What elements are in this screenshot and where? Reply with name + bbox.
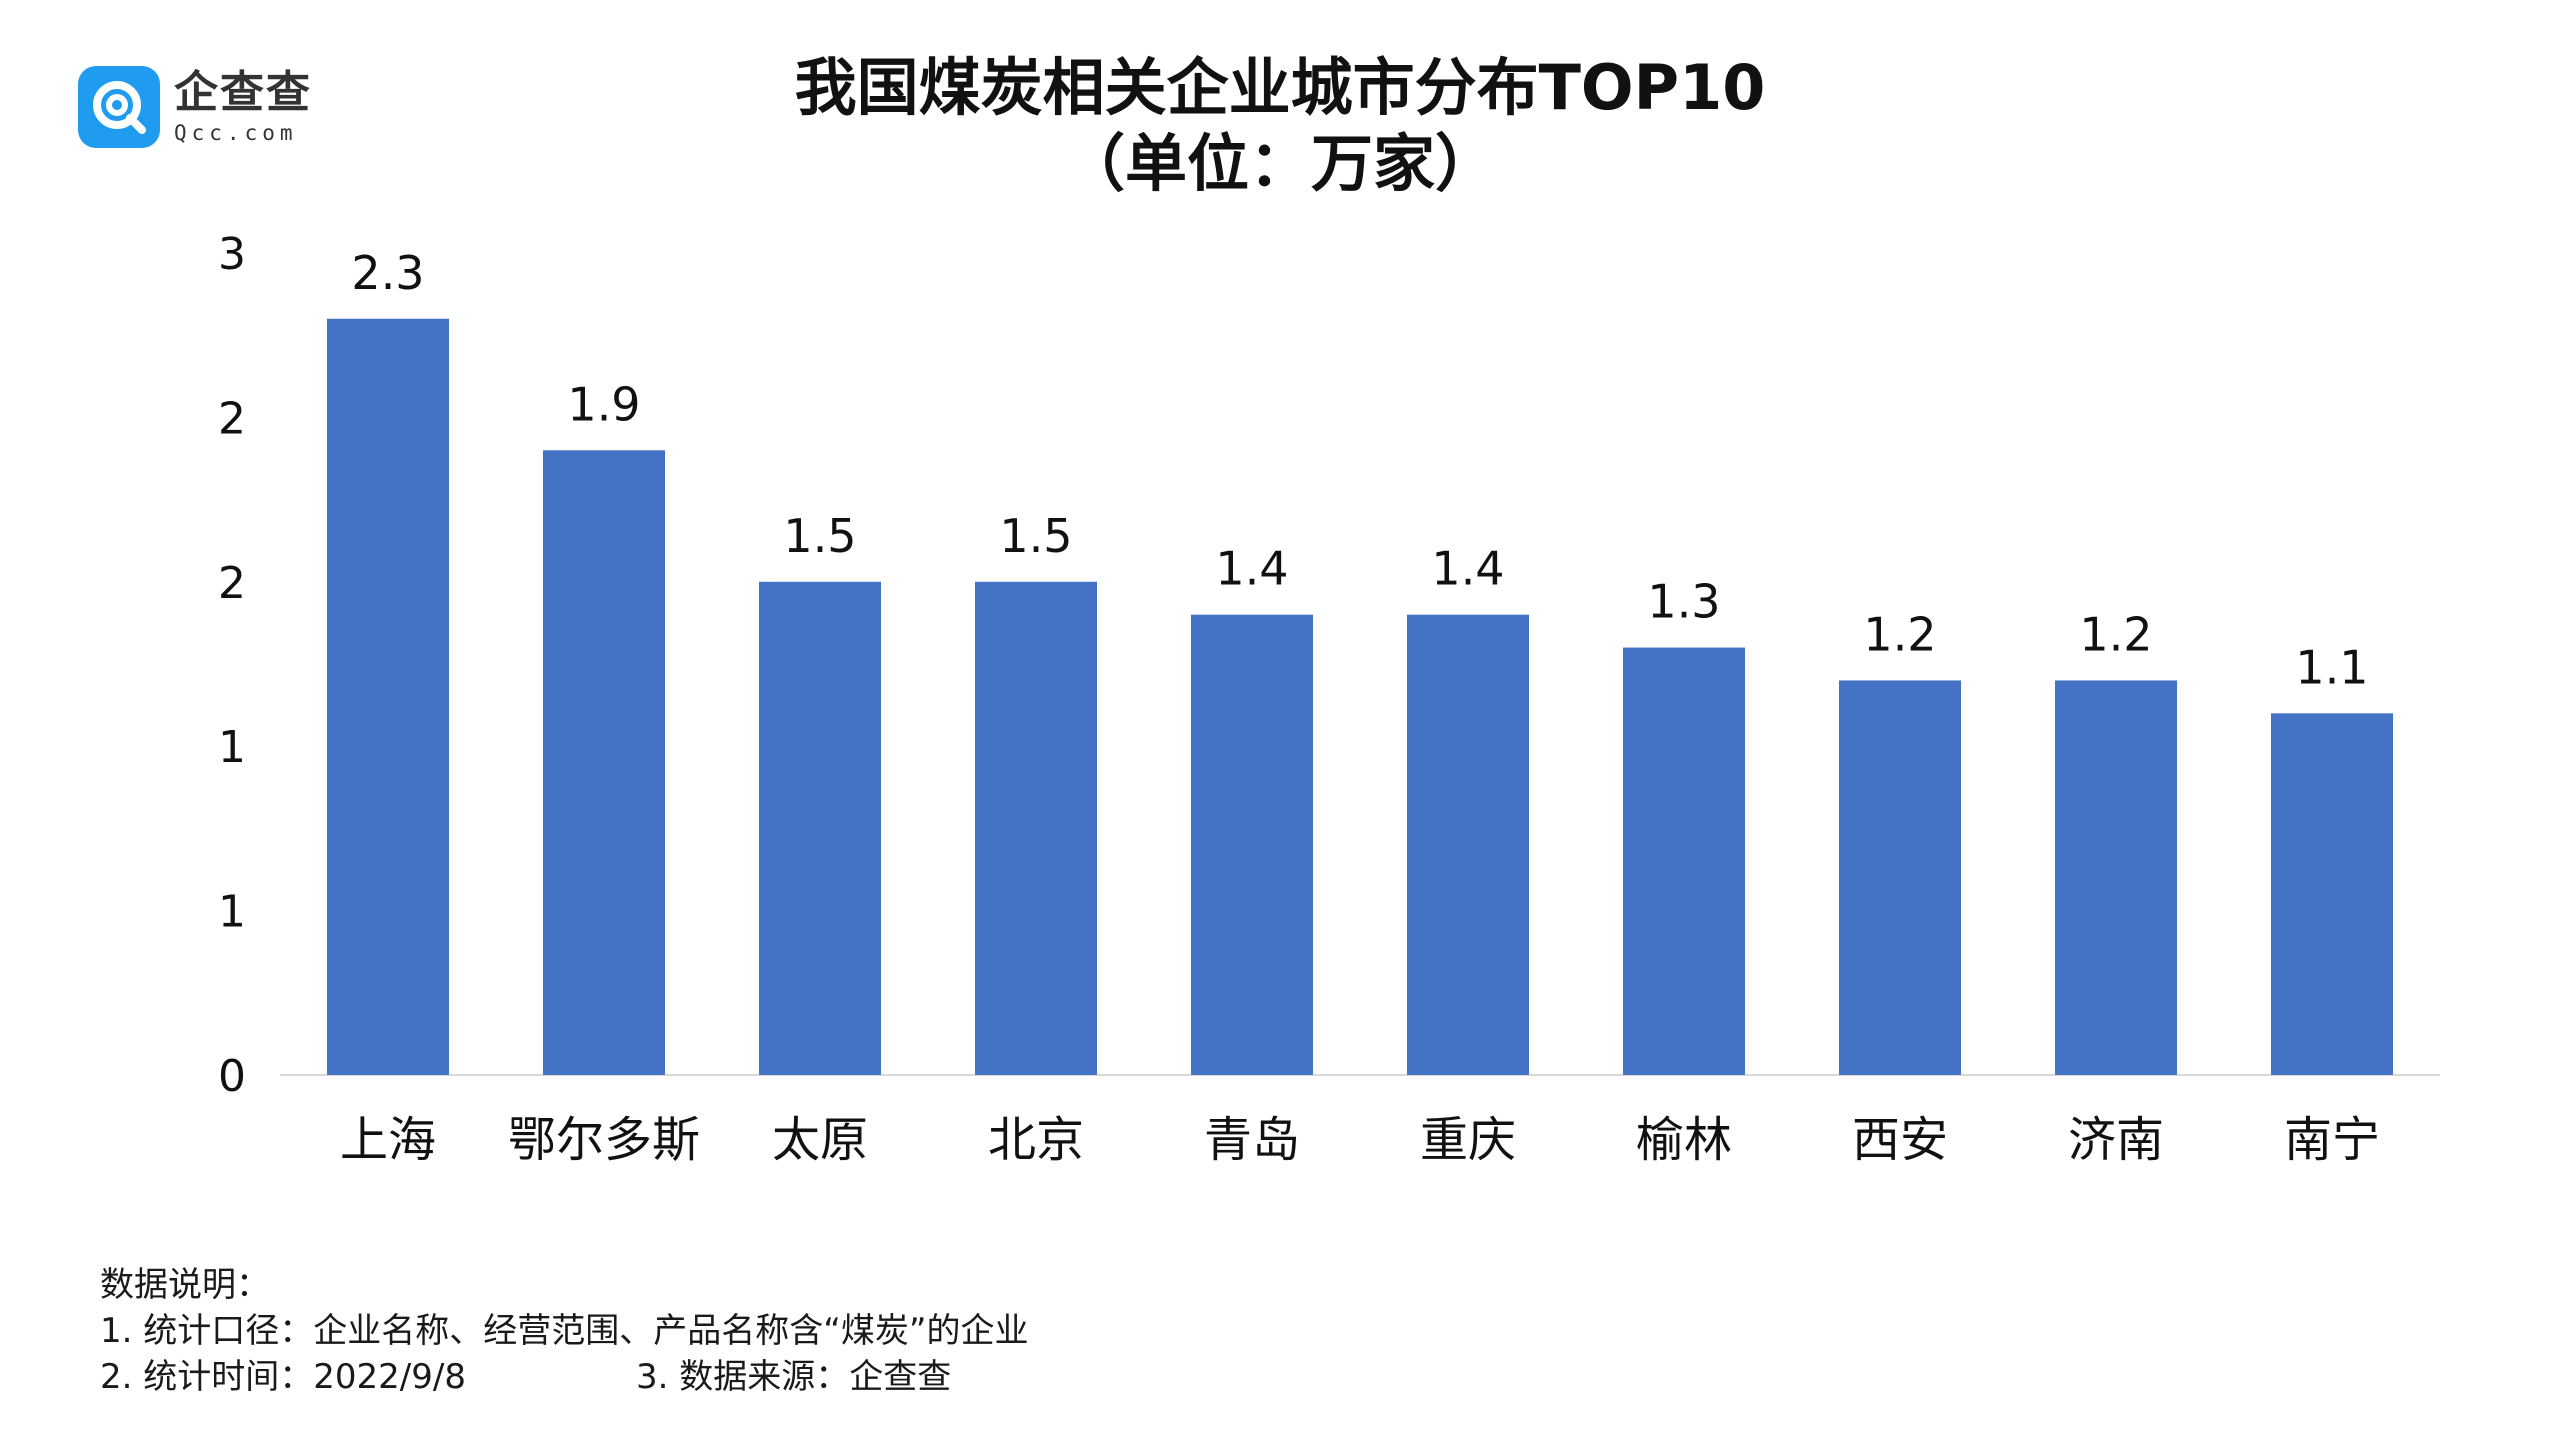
qcc-logo-icon [78,66,160,148]
brand-logo: 企查查 Qcc.com [78,66,312,148]
notes-heading: 数据说明： [100,1265,270,1305]
brand-name: 企查查 [174,66,312,118]
bar [2055,680,2177,1075]
x-tick-label: 鄂尔多斯 [508,1112,700,1168]
chart-title-block: 我国煤炭相关企业城市分布TOP10 （单位：万家） [0,50,2560,202]
bar [327,318,449,1075]
qcc-logo-glyph [93,81,146,134]
y-tick-label: 0 [218,1051,246,1102]
chart-title: 我国煤炭相关企业城市分布TOP10 [794,51,1766,124]
bar [2271,713,2393,1075]
x-tick-label: 重庆 [1420,1112,1516,1168]
notes-line-2-time: 2. 统计时间：2022/9/8 [100,1357,466,1397]
brand-domain: Qcc.com [174,120,298,145]
notes-line-2: 2. 统计时间：2022/9/8 3. 数据来源：企查查 [100,1354,1028,1400]
x-tick-label: 西安 [1852,1112,1948,1168]
data-notes: 数据说明： 1. 统计口径：企业名称、经营范围、产品名称含“煤炭”的企业 2. … [100,1262,1028,1400]
x-tick-label: 北京 [988,1112,1084,1168]
bar-value-label: 2.3 [351,246,424,300]
notes-line-2-source: 3. 数据来源：企查查 [635,1357,952,1397]
bar-value-label: 1.4 [1431,542,1504,596]
chart-subtitle: （单位：万家） [1062,127,1497,200]
notes-line-1: 1. 统计口径：企业名称、经营范围、产品名称含“煤炭”的企业 [100,1311,1029,1351]
y-tick-label: 2 [218,393,246,444]
bar-value-label: 1.5 [783,509,856,563]
bar [1623,647,1745,1075]
bar-value-label: 1.3 [1647,575,1720,629]
bar-value-label: 1.9 [567,377,640,431]
y-tick-label: 1 [218,722,246,773]
bar-value-label: 1.2 [1863,607,1936,661]
bar [543,450,665,1075]
bar [1407,614,1529,1075]
bar-value-label: 1.5 [999,509,1072,563]
y-tick-label: 3 [218,229,246,280]
bar-value-label: 1.4 [1215,542,1288,596]
x-tick-label: 济南 [2068,1112,2164,1168]
bar-value-label: 1.2 [2079,607,2152,661]
bar [975,581,1097,1075]
x-tick-label: 青岛 [1204,1112,1300,1168]
bar [1191,614,1313,1075]
y-tick-label: 2 [218,558,246,609]
bar [759,581,881,1075]
bar-value-label: 1.1 [2295,640,2368,694]
y-tick-label: 1 [218,887,246,938]
x-tick-label: 南宁 [2284,1112,2380,1168]
x-tick-label: 太原 [772,1112,868,1168]
bar [1839,680,1961,1075]
x-tick-label: 榆林 [1636,1112,1732,1168]
x-tick-label: 上海 [340,1112,436,1168]
